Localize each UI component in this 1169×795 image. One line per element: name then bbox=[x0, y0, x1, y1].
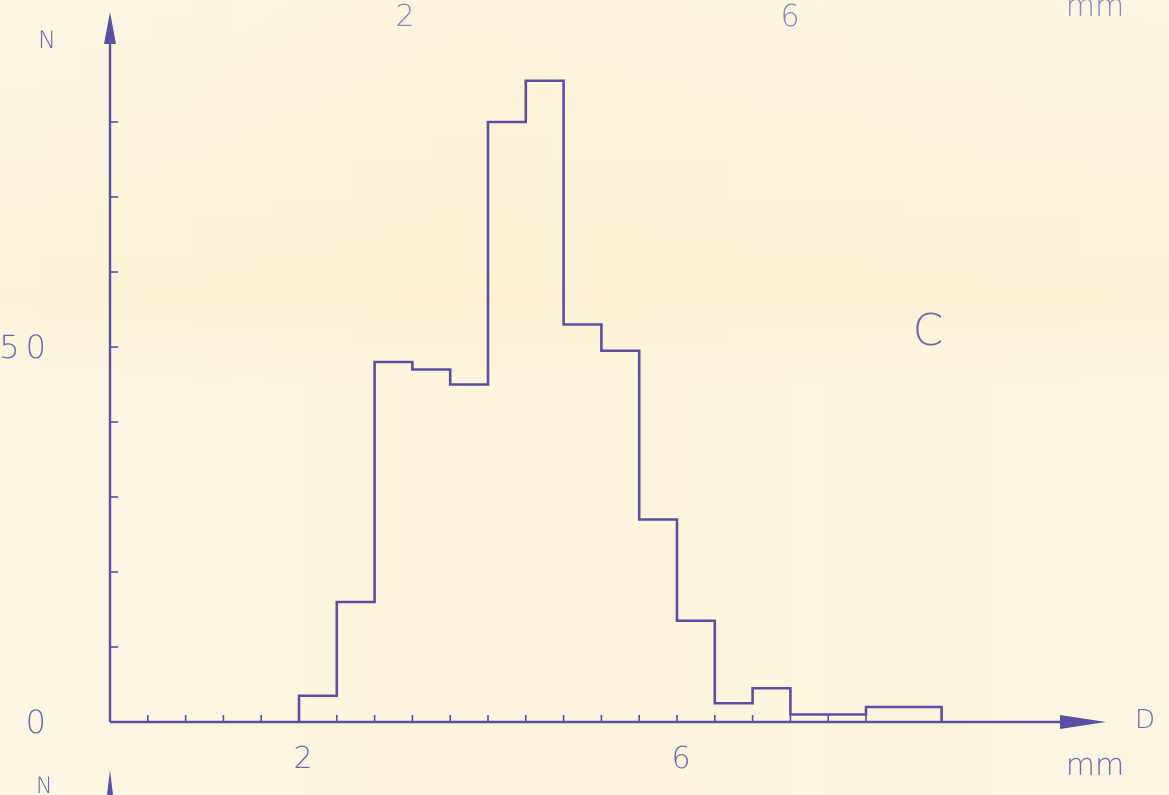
bottom-axis-arrow bbox=[107, 770, 113, 795]
tick-labels: 2 6 0 50 bbox=[0, 328, 691, 776]
histogram-bin bbox=[866, 707, 904, 722]
histogram-bin bbox=[488, 122, 526, 722]
histogram-step-line bbox=[297, 79, 943, 722]
x-tick-label: 6 bbox=[671, 741, 690, 776]
histogram-bin bbox=[526, 81, 564, 722]
histogram-bin bbox=[375, 362, 413, 722]
y-tick-label: 50 bbox=[0, 328, 52, 366]
x-axis-label: D bbox=[1135, 705, 1155, 735]
histogram-bin bbox=[412, 370, 450, 723]
x-axis-arrow bbox=[1060, 715, 1106, 729]
bottom-ylabel: N bbox=[36, 774, 52, 795]
histogram-bin bbox=[450, 385, 488, 723]
histogram-bin bbox=[753, 688, 791, 722]
top-tick-label: 6 bbox=[780, 0, 799, 34]
tick-marks bbox=[110, 121, 867, 722]
histogram-bin bbox=[677, 621, 715, 722]
neighbor-panel-labels: 2 6 mm N bbox=[36, 0, 1124, 795]
histogram-bin bbox=[904, 707, 942, 722]
y-tick-label: 0 bbox=[26, 703, 52, 741]
histogram-bin bbox=[715, 703, 753, 722]
panel-label: C bbox=[913, 305, 944, 356]
histogram-bin bbox=[639, 520, 677, 723]
x-tick-label: 2 bbox=[293, 741, 312, 776]
histogram-bin bbox=[337, 602, 375, 722]
histogram-bin bbox=[601, 351, 639, 722]
axes-group: N D mm C 2 6 0 50 bbox=[0, 12, 1155, 783]
histogram-bin bbox=[299, 696, 337, 722]
top-tick-label: 2 bbox=[395, 0, 414, 34]
histogram-bin bbox=[790, 715, 828, 723]
histogram-bin bbox=[564, 325, 602, 723]
y-axis-arrow bbox=[104, 12, 116, 44]
histogram-bin bbox=[828, 715, 866, 723]
y-axis-label: N bbox=[38, 26, 56, 54]
x-unit-label: mm bbox=[1066, 748, 1124, 783]
top-unit-label: mm bbox=[1066, 0, 1124, 24]
histogram-bins bbox=[299, 81, 942, 722]
